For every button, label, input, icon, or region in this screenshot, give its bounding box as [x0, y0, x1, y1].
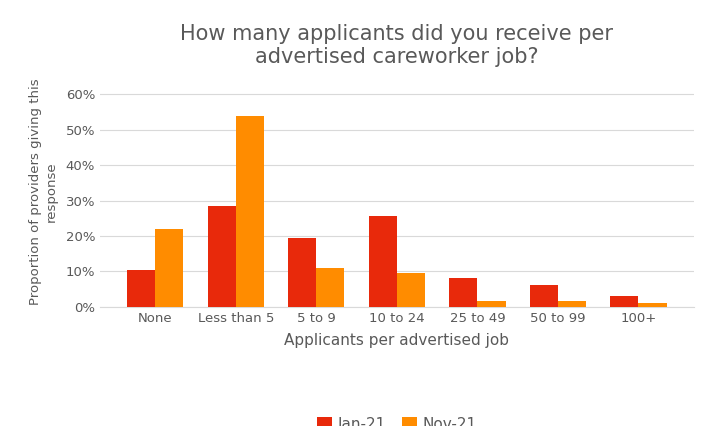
Bar — [610, 296, 638, 307]
Bar — [316, 268, 345, 307]
X-axis label: Applicants per advertised job: Applicants per advertised job — [285, 333, 509, 348]
Bar — [155, 229, 184, 307]
Bar — [288, 238, 316, 307]
Legend: Jan-21, Nov-21: Jan-21, Nov-21 — [310, 411, 483, 426]
Bar — [397, 273, 425, 307]
Bar — [530, 285, 558, 307]
Bar — [638, 303, 666, 307]
Title: How many applicants did you receive per
advertised careworker job?: How many applicants did you receive per … — [180, 23, 613, 67]
Bar — [369, 216, 397, 307]
Bar — [127, 270, 155, 307]
Bar — [558, 302, 586, 307]
Bar — [207, 206, 236, 307]
Y-axis label: Proportion of providers giving this
response: Proportion of providers giving this resp… — [29, 78, 57, 305]
Bar — [449, 279, 478, 307]
Bar — [478, 302, 506, 307]
Bar — [236, 115, 264, 307]
